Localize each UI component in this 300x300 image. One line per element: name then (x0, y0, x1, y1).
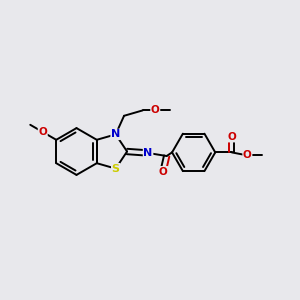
Text: O: O (243, 150, 252, 161)
Text: O: O (38, 127, 47, 137)
Text: N: N (143, 148, 153, 158)
Text: O: O (227, 132, 236, 142)
Text: O: O (159, 167, 167, 177)
Text: N: N (111, 129, 120, 140)
Text: O: O (151, 105, 160, 116)
Text: S: S (112, 164, 120, 174)
